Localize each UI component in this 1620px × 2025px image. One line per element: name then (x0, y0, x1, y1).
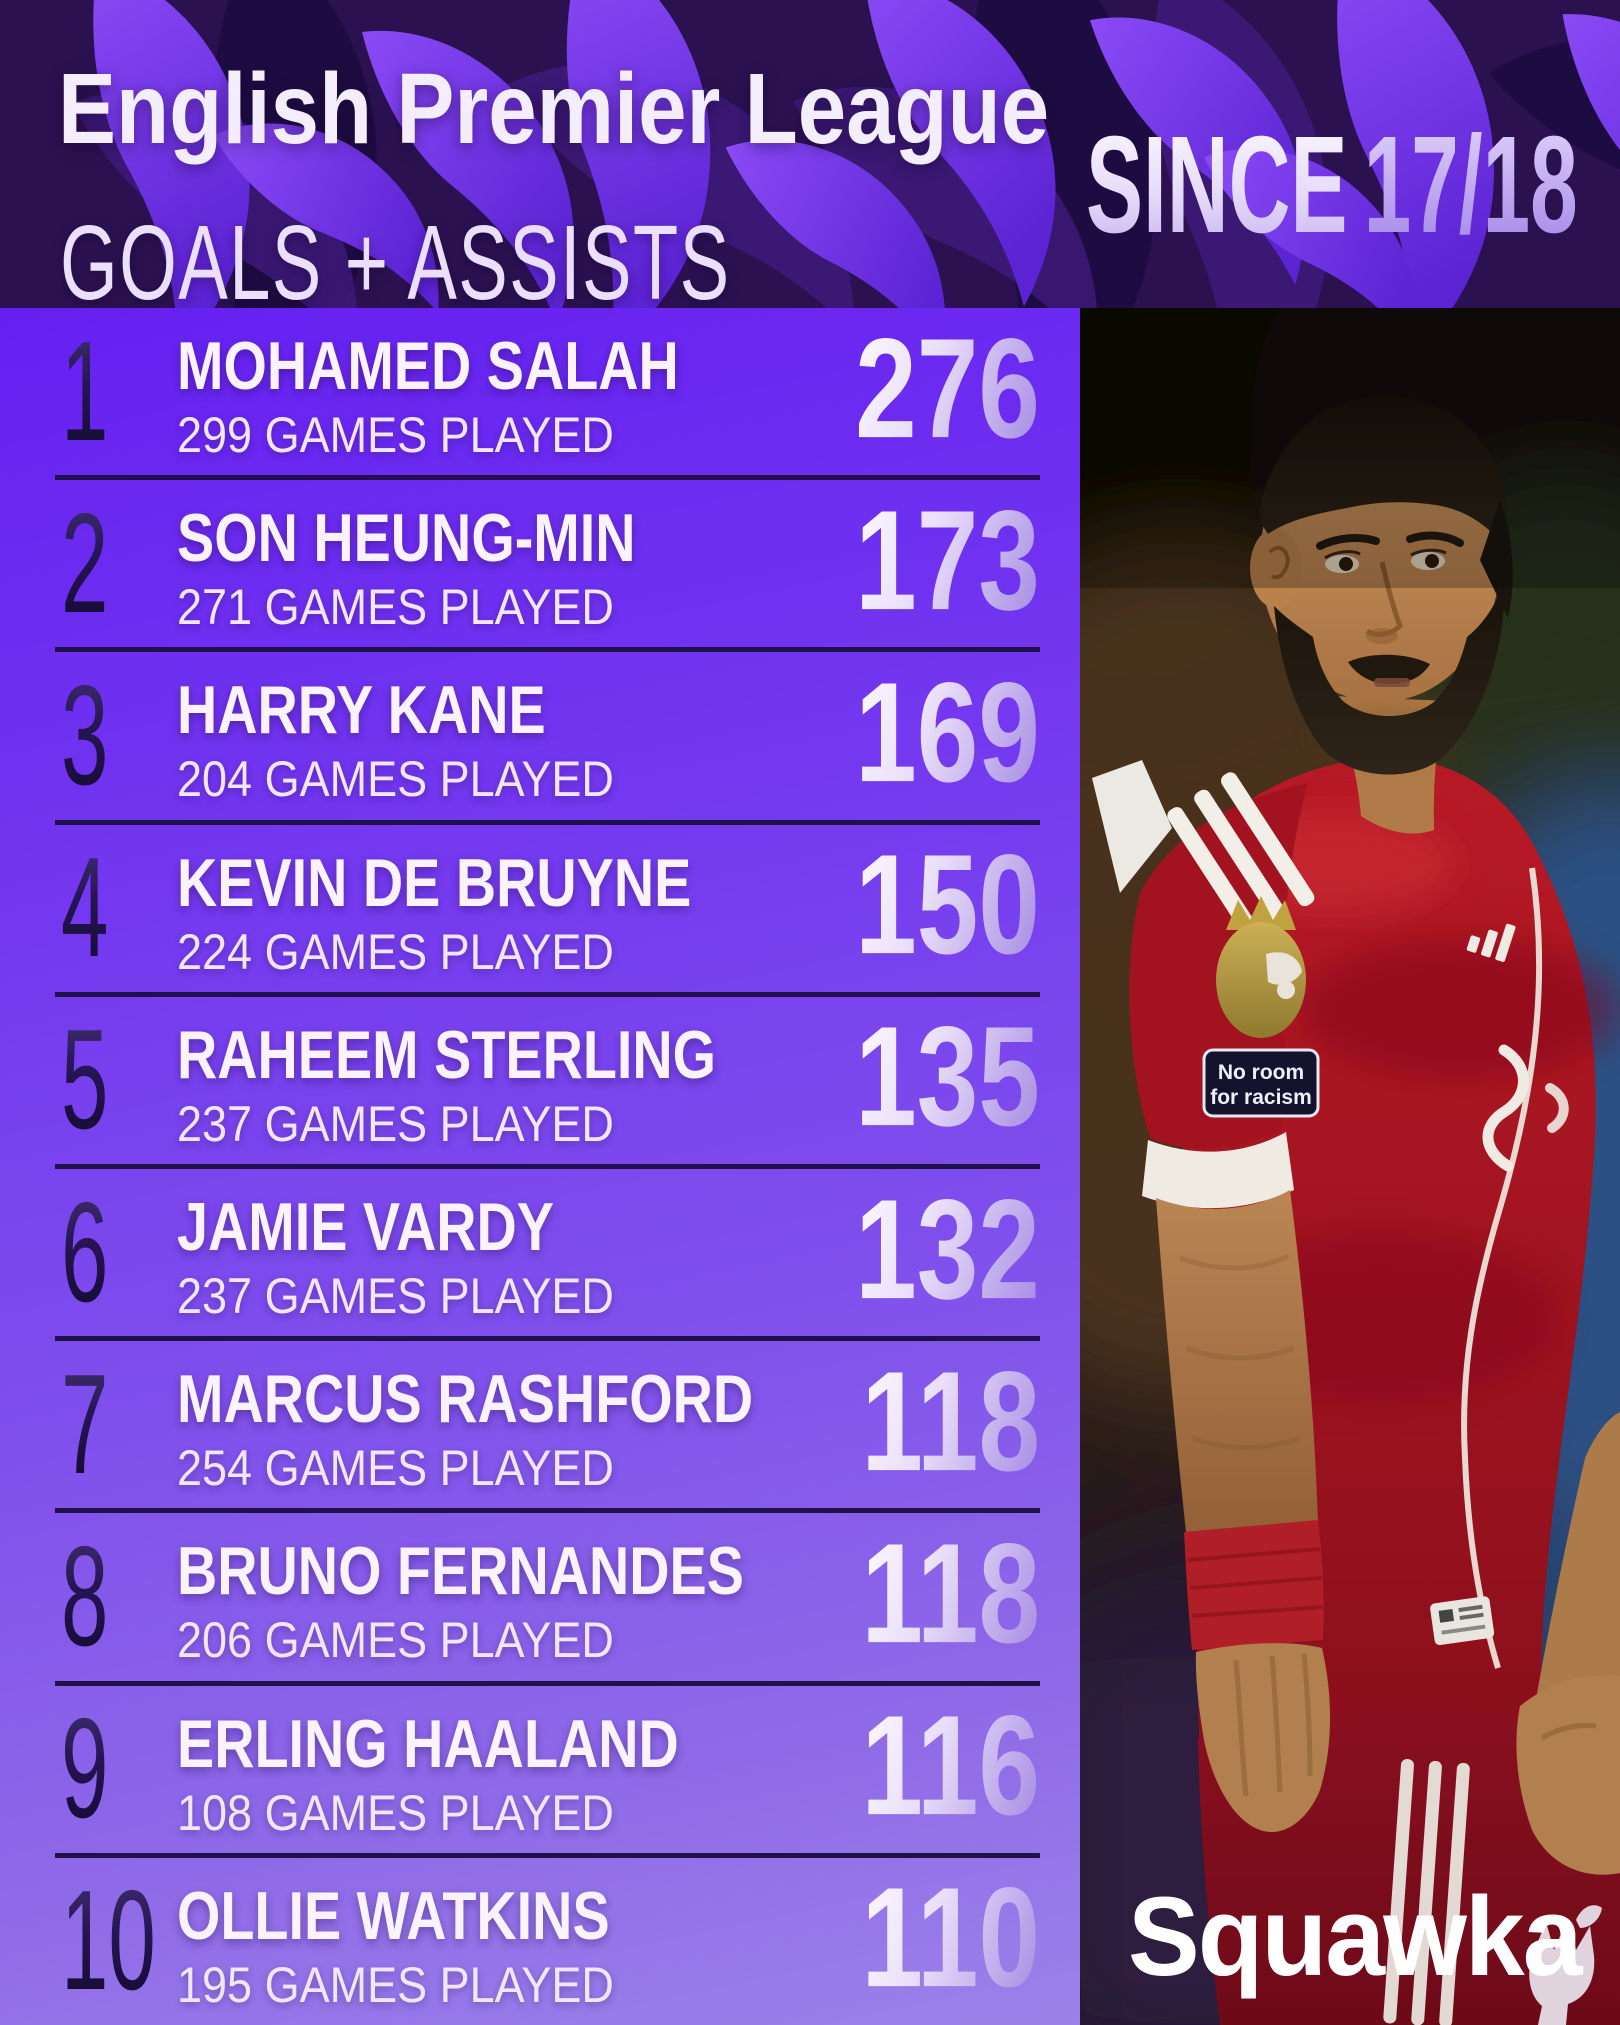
adidas-logo-icon (1466, 923, 1516, 962)
collar-trim (1092, 760, 1172, 893)
games-played: 204 GAMES PLAYED (177, 751, 614, 808)
list-item: 5 RAHEEM STERLING 237 GAMES PLAYED 135 (55, 997, 1040, 1170)
player-name: RAHEEM STERLING (177, 1016, 717, 1093)
svg-text:No room: No room (1218, 1061, 1304, 1084)
games-played: 237 GAMES PLAYED (177, 1268, 614, 1325)
rank-number: 2 (61, 483, 109, 643)
list-item: 6 JAMIE VARDY 237 GAMES PLAYED 132 (55, 1169, 1040, 1342)
goals-assists-value: 116 (861, 1686, 1040, 1846)
player-name: ERLING HAALAND (177, 1705, 679, 1782)
player-name: BRUNO FERNANDES (177, 1533, 744, 1610)
sponsor-logo-icon (1482, 1044, 1569, 1172)
page-subtitle: GOALS + ASSISTS (60, 204, 731, 308)
list-item: 3 HARRY KANE 204 GAMES PLAYED 169 (55, 652, 1040, 825)
jersey-piping (1461, 867, 1543, 1669)
goals-assists-value: 110 (861, 1858, 1040, 2018)
rank-number: 10 (61, 1861, 156, 2021)
jersey-hem-tag (1430, 1596, 1495, 1646)
list-item: 9 ERLING HAALAND 108 GAMES PLAYED 116 (55, 1686, 1040, 1858)
player-name: MOHAMED SALAH (177, 328, 679, 404)
rank-number: 5 (61, 1000, 109, 1160)
goals-assists-value: 276 (855, 308, 1040, 468)
ranking-list: 1 MOHAMED SALAH 299 GAMES PLAYED 276 2 S… (55, 308, 1040, 2025)
player-name: MARCUS RASHFORD (177, 1361, 754, 1438)
rank-number: 8 (61, 1517, 109, 1677)
shorts-stripes-icon (1383, 1758, 1470, 2025)
header: English Premier League GOALS + ASSISTS S… (0, 0, 1620, 308)
background-pattern (0, 0, 1620, 308)
no-room-for-racism-patch: No room for racism (1202, 1048, 1320, 1118)
player-name: OLLIE WATKINS (177, 1877, 610, 1954)
liverpool-crest-icon (1529, 1905, 1602, 2025)
premier-league-lion-badge-icon (1216, 896, 1306, 1038)
games-played: 108 GAMES PLAYED (177, 1784, 614, 1841)
games-played: 237 GAMES PLAYED (177, 1095, 614, 1152)
since-label: SINCE 17/18 (1086, 106, 1578, 265)
page-title: English Premier League (58, 53, 1050, 165)
games-played: 254 GAMES PLAYED (177, 1440, 614, 1497)
goals-assists-value: 150 (855, 825, 1040, 985)
games-played: 299 GAMES PLAYED (177, 407, 614, 463)
list-item: 1 MOHAMED SALAH 299 GAMES PLAYED 276 (55, 308, 1040, 481)
since-word: SINCE (1086, 108, 1348, 262)
rank-number: 9 (61, 1689, 109, 1849)
rank-number: 7 (61, 1344, 109, 1504)
goals-assists-value: 169 (855, 653, 1040, 813)
rank-number: 1 (61, 311, 109, 471)
games-played: 224 GAMES PLAYED (177, 923, 614, 980)
rank-number: 6 (61, 1172, 109, 1332)
player-name: KEVIN DE BRUYNE (177, 844, 692, 921)
since-seasons: 17/18 (1363, 108, 1578, 262)
list-item: 7 MARCUS RASHFORD 254 GAMES PLAYED 118 (55, 1341, 1040, 1514)
squawka-wordmark: Squawka (1128, 1874, 1583, 1999)
player-name: SON HEUNG-MIN (177, 500, 636, 577)
svg-text:for racism: for racism (1210, 1086, 1312, 1109)
player-name: HARRY KANE (177, 672, 546, 749)
games-played: 195 GAMES PLAYED (177, 1956, 614, 2013)
list-item: 10 OLLIE WATKINS 195 GAMES PLAYED 110 (55, 1858, 1040, 2025)
goals-assists-value: 132 (855, 1169, 1040, 1329)
goals-assists-value: 118 (861, 1514, 1040, 1674)
goals-assists-value: 118 (861, 1341, 1040, 1501)
games-played: 206 GAMES PLAYED (177, 1612, 614, 1669)
list-item: 2 SON HEUNG-MIN 271 GAMES PLAYED 173 (55, 480, 1040, 653)
player-photo-illustration: No room for racism (1080, 308, 1620, 2025)
games-played: 271 GAMES PLAYED (177, 579, 614, 636)
player-name: JAMIE VARDY (177, 1189, 554, 1266)
list-item: 4 KEVIN DE BRUYNE 224 GAMES PLAYED 150 (55, 825, 1040, 997)
goals-assists-value: 135 (855, 997, 1040, 1157)
list-item: 8 BRUNO FERNANDES 206 GAMES PLAYED 118 (55, 1513, 1040, 1686)
rank-number: 4 (61, 828, 109, 988)
goals-assists-value: 173 (855, 480, 1040, 640)
rank-number: 3 (61, 656, 109, 815)
